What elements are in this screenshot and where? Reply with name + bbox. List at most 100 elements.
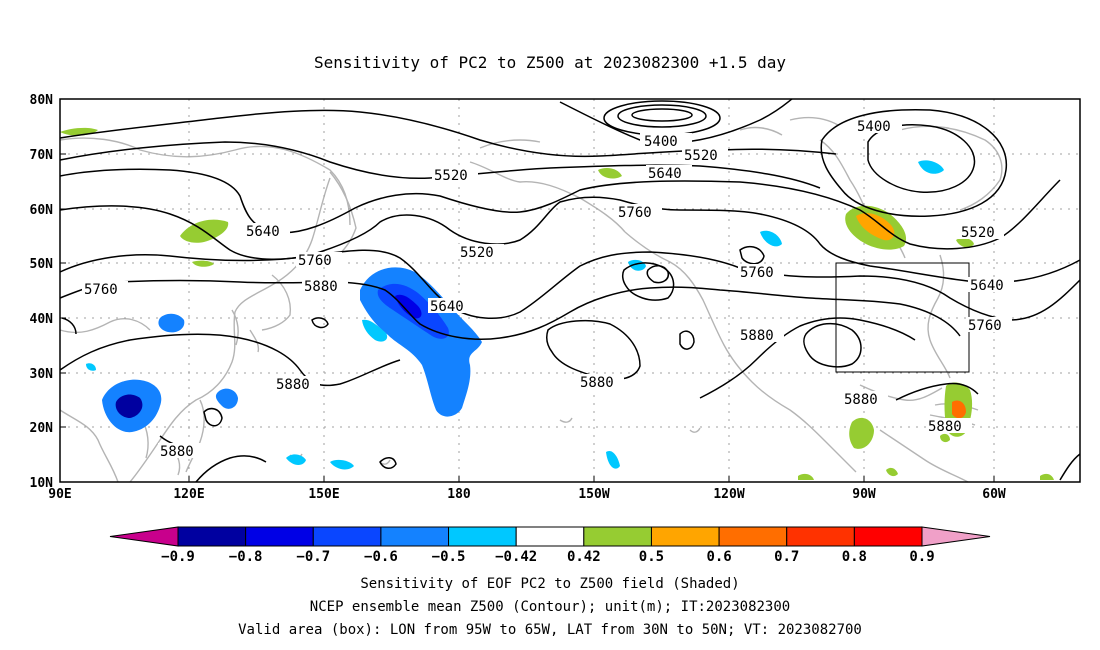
lon-label: 120W [713,487,744,502]
positive-speck-2 [598,168,622,179]
colorbar-swatch [515,526,585,547]
contour-label-bg [738,327,784,342]
lon-label: 150W [578,487,609,502]
longitude-labels: 90E 120E 150E 180 150W 120W 90W 60W [48,487,1006,502]
contour-label: 5880 [580,375,614,391]
z500-contours [59,98,1081,483]
positive-core-caribbean [952,400,966,419]
contour-label: 5760 [298,253,332,269]
lat-label: 40N [30,312,54,327]
positive-speck-8 [940,433,950,443]
contour-label-bg [158,443,204,458]
negative-speck-1 [286,454,306,465]
lat-label: 60N [30,203,54,218]
positive-core-canada [856,213,895,241]
colorbar-tick-label: 0.6 [706,549,731,565]
lon-label: 90W [852,487,876,502]
colorbar-swatch [650,526,720,547]
lon-label: 120E [173,487,204,502]
colorbar-tick-label: −0.7 [296,549,330,565]
contour-label-bg [244,223,290,238]
contour-label: 5880 [928,419,962,435]
contour-label-bg [738,264,784,279]
negative-core-seasia [115,394,143,418]
positive-speck-7 [886,467,898,477]
contour-label: 5880 [276,377,310,393]
colorbar-swatch [583,526,652,547]
colorbar-tick-label: 0.5 [639,549,664,565]
colorbar-swatch [312,526,382,547]
lat-label: 10N [30,476,54,491]
contour-label: 5880 [844,392,878,408]
map-frame [60,99,1080,482]
contour-label-bg [578,374,624,389]
lat-label: 30N [30,367,54,382]
contour-label: 5880 [740,328,774,344]
lat-label: 70N [30,148,54,163]
colorbar-tick-label: 0.8 [842,549,867,565]
caption-line-1: Sensitivity of EOF PC2 to Z500 field (Sh… [360,576,739,592]
colorbar-tick-label: 0.9 [909,549,934,565]
contour-label-bg [296,252,342,267]
contour-label: 5880 [304,279,338,295]
colorbar-tick-label: −0.8 [229,549,263,565]
contour-label: 5520 [434,168,468,184]
contour-label: 5400 [644,134,678,150]
colorbar-tick-label: 0.42 [567,549,601,565]
contour-label: 5880 [160,444,194,460]
negative-speck-2 [606,450,620,469]
negative-patch-japan [158,313,185,333]
colorbar-swatch [380,526,450,547]
positive-speck-5 [798,473,814,480]
contour-label-bg [968,277,1014,292]
positive-patch-central-america [849,417,874,449]
contour-label-bg [640,133,692,148]
map-panel: 5400 5400 5520 5520 5640 5760 5640 5520 … [30,93,1081,502]
lat-label: 20N [30,421,54,436]
negative-patch-philippines [215,388,238,409]
lon-label: 90E [48,487,71,502]
caption: Sensitivity of EOF PC2 to Z500 field (Sh… [238,576,862,638]
colorbar-tick-label: −0.9 [161,549,195,565]
contour-label-bg [646,165,692,180]
contour-label-bg [458,244,504,259]
colorbar-under-triangle [109,526,179,547]
colorbar-swatch [245,526,314,547]
contour-label-bg [274,376,320,391]
positive-speck-6 [1040,473,1054,480]
colorbar-swatch [448,526,517,547]
contour-label: 5520 [684,148,718,164]
contour-label-bg [82,281,128,296]
contour-label: 5640 [970,278,1004,294]
negative-speck-5 [918,160,944,174]
caption-line-2: NCEP ensemble mean Z500 (Contour); unit(… [310,599,790,615]
colorbar-swatch [177,526,247,547]
axis-ticks [59,98,995,483]
contour-label: 5640 [648,166,682,182]
contour-label: 5640 [430,299,464,315]
contour-label-bg [432,167,478,182]
caption-line-3: Valid area (box): LON from 95W to 65W, L… [238,622,862,638]
negative-speck-6 [330,459,354,470]
contour-label-bg [616,204,662,219]
contour-label-bg [856,118,902,133]
colorbar-tick-label: −0.6 [364,549,398,565]
contour-label: 5400 [857,119,891,135]
contour-label-bg [682,147,728,162]
map-border [59,98,1081,483]
colorbar-swatch [718,526,788,547]
negative-core-dateline-b [395,294,422,319]
contour-label-bg [966,317,1012,332]
colorbar-over-triangle [921,526,991,547]
contour-label-bg [842,391,888,406]
lat-label: 80N [30,93,54,108]
lon-label: 180 [447,487,471,502]
contour-label: 5520 [460,245,494,261]
lon-label: 60W [982,487,1006,502]
colorbar-tick-label: 0.7 [774,549,799,565]
contour-label-bg [302,278,348,293]
contour-label: 5760 [618,205,652,221]
latitude-labels: 80N 70N 60N 50N 40N 30N 20N 10N [30,93,54,491]
colorbar-tick-label: −0.42 [495,549,537,565]
